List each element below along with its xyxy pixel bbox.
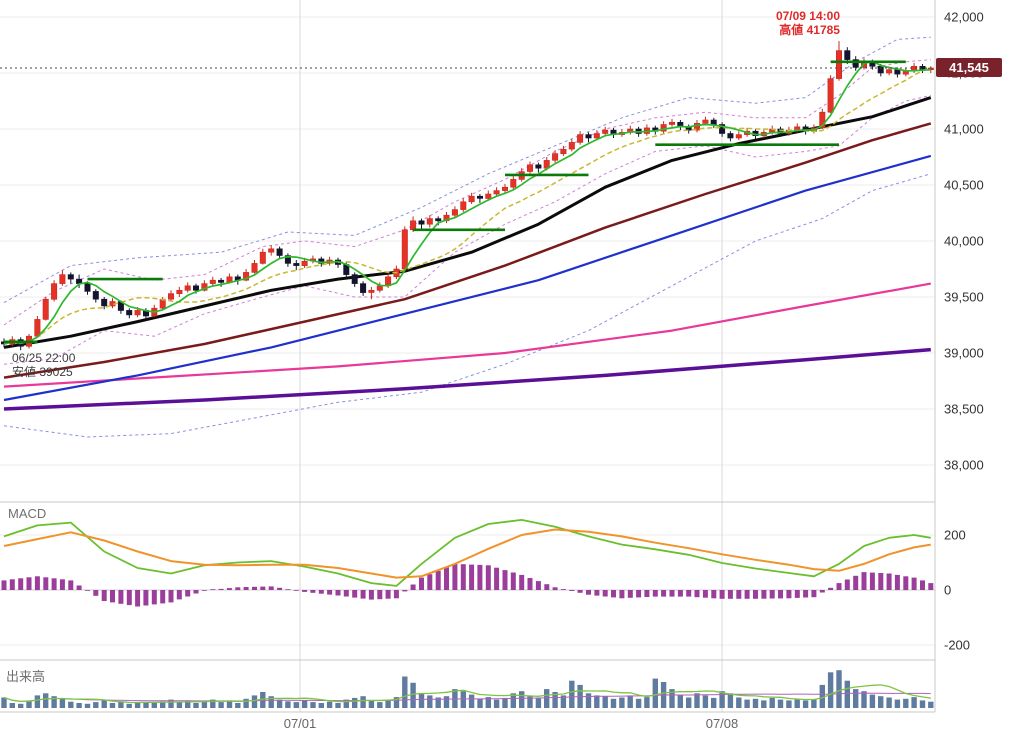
chart-plot-area[interactable]: [0, 0, 935, 712]
pivot-levels-layer: [4, 60, 906, 344]
high-annotation: 07/09 14:00 高値 41785: [700, 9, 840, 37]
price-tick-label: 38,000: [944, 458, 984, 473]
last-price-badge: 41,545: [936, 58, 1002, 77]
macd-panel-label: MACD: [8, 506, 47, 521]
moving-averages-layer: [3, 96, 932, 411]
x-axis-label-0708: 07/08: [705, 716, 739, 731]
axis-labels-layer: 42,00041,50041,00040,50040,00039,50039,0…: [944, 10, 984, 653]
macd-tick-label: 0: [944, 583, 951, 598]
low-annotation: 06/25 22:00 安値 39025: [12, 351, 75, 379]
bollinger-bands-layer: [3, 36, 931, 438]
fast-ma-layer: [3, 60, 932, 345]
volume-panel-label: 出来高: [6, 669, 46, 684]
volume-layer: [1, 670, 934, 708]
price-tick-label: 42,000: [944, 10, 984, 25]
low-annotation-value: 安値 39025: [12, 365, 73, 379]
price-tick-label: 38,500: [944, 402, 984, 417]
macd-tick-label: 200: [944, 528, 966, 543]
low-annotation-time: 06/25 22:00: [12, 351, 76, 365]
price-tick-label: 39,000: [944, 346, 984, 361]
price-tick-label: 39,500: [944, 290, 984, 305]
high-annotation-time: 07/09 14:00: [775, 9, 840, 23]
macd-layer: [1, 519, 934, 607]
price-tick-label: 41,000: [944, 122, 984, 137]
high-annotation-value: 高値 41785: [779, 23, 840, 37]
x-axis-label-0701: 07/01: [283, 716, 317, 731]
macd-tick-label: -200: [944, 638, 970, 653]
price-tick-label: 40,500: [944, 178, 984, 193]
price-tick-label: 40,000: [944, 234, 984, 249]
